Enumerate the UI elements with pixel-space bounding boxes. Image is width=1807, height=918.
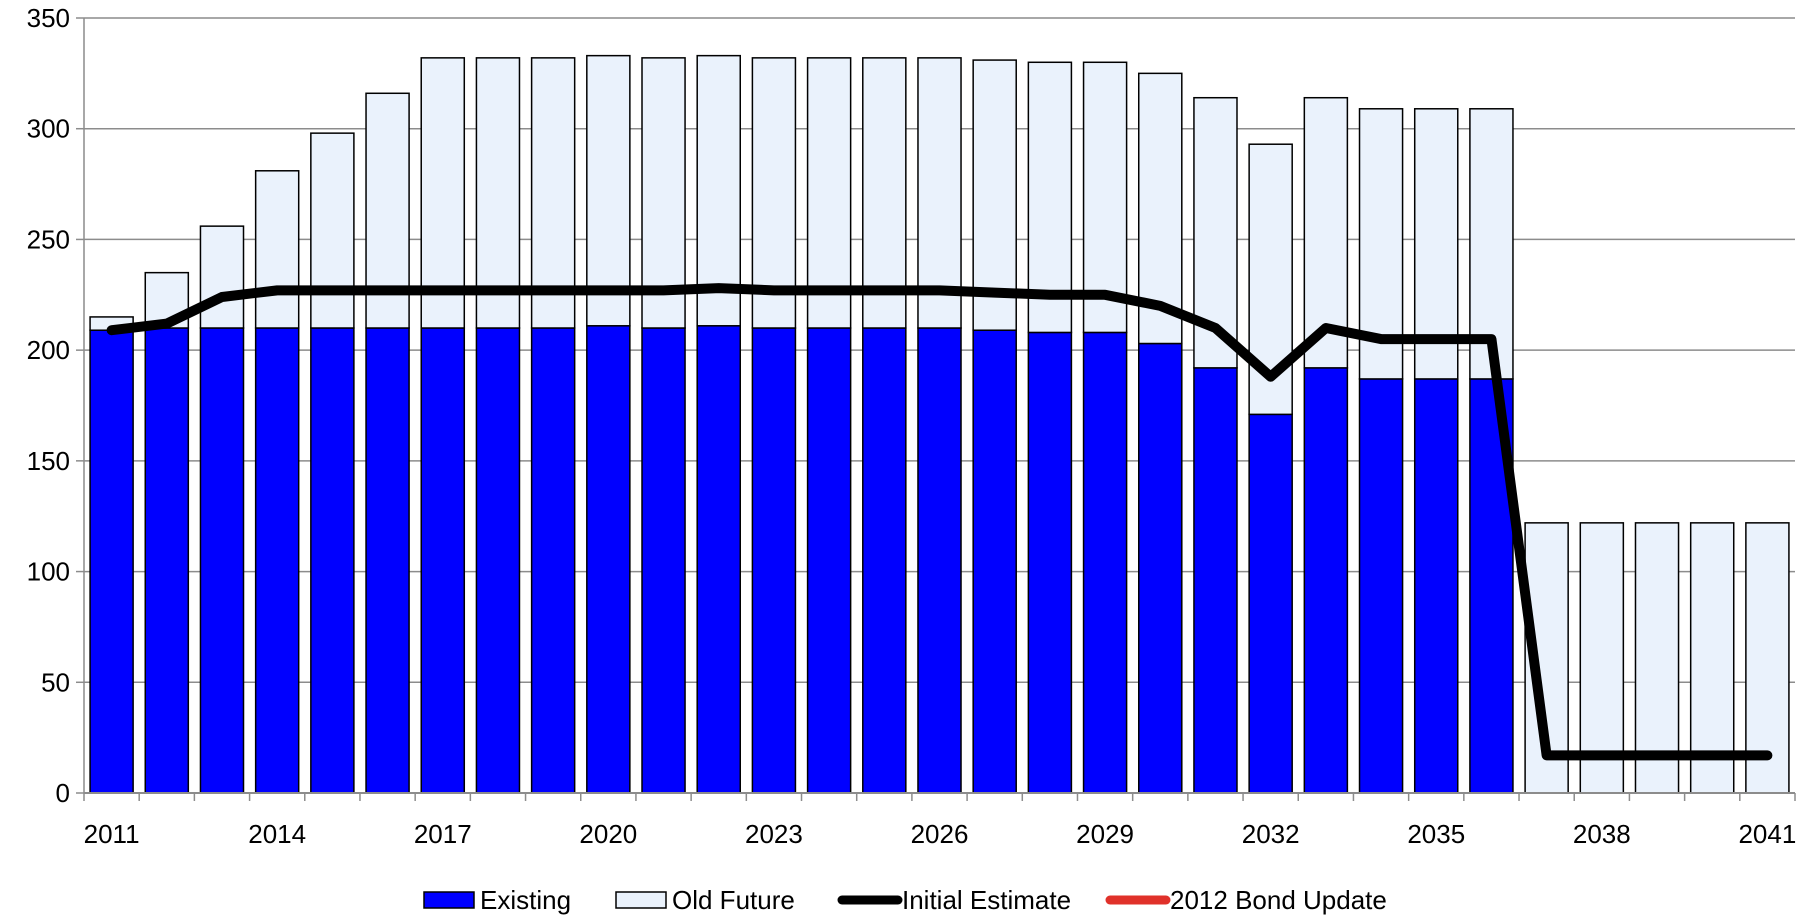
legend-label-existing: Existing [480,885,571,915]
legend-label-initial-estimate: Initial Estimate [902,885,1071,915]
bar-existing-2020 [586,325,631,794]
x-tick-label-2020: 2020 [579,819,637,849]
bar-existing-2014 [254,327,300,794]
y-tick-label-200: 200 [27,335,70,365]
legend-label-old-future: Old Future [672,885,795,915]
x-tick-label-2029: 2029 [1076,819,1134,849]
bar-existing-2032 [1248,413,1293,794]
x-tick-label-2038: 2038 [1573,819,1631,849]
bar-existing-2028 [1027,331,1073,794]
bar-old-future-2023 [751,57,797,329]
bar-old-future-2017 [420,57,466,329]
bar-existing-2025 [862,327,907,794]
y-tick-label-100: 100 [27,557,70,587]
bar-existing-2022 [696,325,742,794]
bar-old-future-2013 [199,225,245,329]
bar-old-future-2019 [530,57,576,329]
y-tick-labels: 0 50 100 150 200 250 300 350 [27,3,70,808]
bar-old-future-2015 [310,132,355,329]
bar-existing-2011 [89,329,134,794]
x-tick-label-2041: 2041 [1738,819,1796,849]
x-tick-label-2017: 2017 [414,819,472,849]
bar-old-future-2014 [254,170,300,329]
bar-old-future-2036 [1469,108,1514,380]
bar-existing-2012 [144,327,190,794]
bar-old-future-2033 [1303,96,1349,369]
y-tick-label-250: 250 [27,224,70,254]
y-tick-label-50: 50 [41,667,70,697]
bar-existing-2019 [530,327,576,794]
legend: Existing Old Future Initial Estimate 2012 B… [423,885,1387,915]
x-tick-label-2032: 2032 [1242,819,1300,849]
bar-old-future-2022 [696,54,742,327]
line-initial-estimate [106,283,1773,761]
bar-old-future-2038 [1579,522,1625,794]
bar-existing-2030 [1137,342,1183,794]
bar-old-future-2041 [1745,522,1790,794]
bar-old-future-2021 [641,57,686,329]
legend-label-2012-bond-update: 2012 Bond Update [1170,885,1387,915]
y-tick-label-350: 350 [27,3,70,33]
y-tick-label-150: 150 [27,446,70,476]
legend-swatch-old-future [615,891,667,909]
bar-existing-2029 [1082,331,1128,794]
x-tick-labels: 2011 2014 2017 2020 2023 2026 2029 2032 2035 2038… [84,819,1797,849]
x-tick-label-2011: 2011 [84,819,140,849]
bar-old-future-2020 [586,54,631,327]
bar-old-future-2018 [475,57,521,329]
bar-old-future-2026 [917,57,962,329]
bar-existing-2018 [475,327,521,794]
bar-old-future-2025 [862,57,907,329]
bar-existing-2017 [420,327,466,794]
legend-swatch-existing [423,891,475,909]
bar-existing-2021 [641,327,686,794]
y-tick-label-300: 300 [27,114,70,144]
bar-existing-2023 [751,327,797,794]
bar-old-future-2035 [1413,108,1459,380]
bars [89,54,1790,794]
bar-existing-2034 [1358,378,1404,794]
x-tick-label-2014: 2014 [248,819,306,849]
bar-existing-2031 [1193,367,1238,794]
x-tick-label-2035: 2035 [1407,819,1465,849]
x-tick-label-2026: 2026 [911,819,969,849]
axes [83,18,1796,801]
bar-existing-2027 [972,329,1017,794]
bar-old-future-2028 [1027,61,1073,334]
x-tick-label-2023: 2023 [745,819,803,849]
bar-existing-2016 [365,327,410,794]
bar-old-future-2039 [1634,522,1680,794]
series-lines [106,283,1773,761]
y-tick-label-0: 0 [56,778,70,808]
bar-old-future-2024 [806,57,852,329]
bar-old-future-2027 [972,59,1017,331]
bar-old-future-2029 [1082,61,1128,334]
bar-existing-2026 [917,327,962,794]
bar-existing-2024 [806,327,852,794]
bar-existing-2033 [1303,367,1349,794]
bar-existing-2035 [1413,378,1459,794]
bar-existing-2013 [199,327,245,794]
bar-existing-2015 [310,327,355,794]
